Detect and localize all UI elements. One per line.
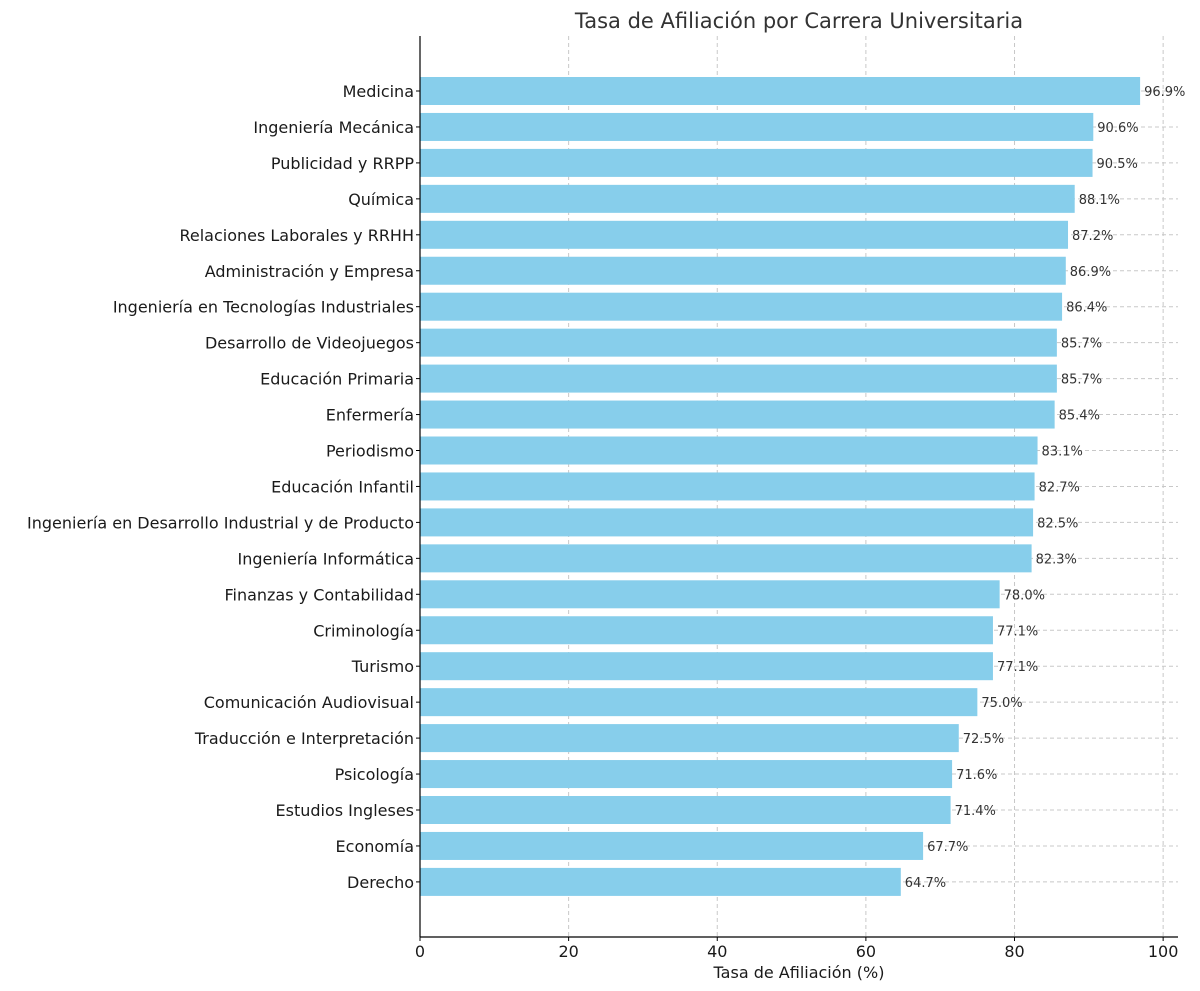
bar-value-label: 64.7%	[905, 876, 946, 891]
category-label: Psicología	[335, 765, 414, 784]
x-tick-label: 100	[1148, 942, 1179, 961]
bar-value-label: 67.7%	[927, 840, 968, 855]
bar-value-label: 85.4%	[1059, 409, 1100, 424]
x-tick-label: 60	[856, 942, 876, 961]
bar	[420, 256, 1066, 285]
bar	[420, 148, 1093, 177]
category-labels: Medicina Ingeniería Mecánica Publicidad y …	[27, 82, 414, 892]
value-labels: 96.9% 90.6% 90.5% 88.1% 87.2% 86.9% 86.4% 85.7%…	[905, 85, 1186, 891]
bar-value-label: 88.1%	[1079, 193, 1120, 208]
category-label: Relaciones Laborales y RRHH	[179, 226, 414, 245]
bar-value-label: 71.6%	[956, 768, 997, 783]
bar-value-label: 85.7%	[1061, 373, 1102, 388]
category-label: Traducción e Interpretación	[194, 729, 414, 748]
x-tick-labels: 0 20 40 60 80 100	[415, 942, 1179, 961]
bar	[420, 436, 1038, 465]
bar	[420, 580, 1000, 609]
x-axis-label: Tasa de Afiliación (%)	[713, 963, 885, 982]
category-label: Publicidad y RRPP	[271, 154, 414, 173]
category-label: Comunicación Audiovisual	[204, 693, 414, 712]
bar-value-label: 77.1%	[997, 624, 1038, 639]
bar	[420, 77, 1141, 105]
bar-value-label: 86.4%	[1066, 301, 1107, 316]
x-tick-label: 0	[415, 942, 425, 961]
bar	[420, 328, 1057, 357]
category-label: Economía	[336, 837, 414, 856]
category-label: Medicina	[343, 82, 414, 101]
category-label: Estudios Ingleses	[276, 801, 415, 820]
bar	[420, 400, 1055, 429]
category-label: Química	[348, 190, 414, 209]
category-label: Administración y Empresa	[205, 262, 414, 281]
bar-value-label: 75.0%	[981, 696, 1022, 711]
bar-value-label: 78.0%	[1004, 588, 1045, 603]
bar-value-label: 90.5%	[1097, 157, 1138, 172]
category-label: Finanzas y Contabilidad	[224, 585, 414, 604]
bar	[420, 292, 1063, 321]
category-label: Ingeniería en Desarrollo Industrial y de…	[27, 513, 414, 532]
bar-value-label: 96.9%	[1144, 85, 1185, 100]
bar	[420, 867, 901, 896]
x-tick-label: 20	[558, 942, 578, 961]
bar	[420, 760, 953, 789]
bar-value-label: 82.7%	[1039, 480, 1080, 495]
bar-value-label: 77.1%	[997, 660, 1038, 675]
bar	[420, 364, 1057, 393]
bar	[420, 616, 993, 645]
bar-value-label: 85.7%	[1061, 337, 1102, 352]
category-label: Ingeniería en Tecnologías Industriales	[113, 298, 414, 317]
category-label: Periodismo	[326, 442, 414, 461]
category-label: Derecho	[347, 873, 414, 892]
bar-value-label: 82.3%	[1036, 552, 1077, 567]
bar-value-label: 90.6%	[1097, 121, 1138, 136]
bar-value-label: 86.9%	[1070, 265, 1111, 280]
bar	[420, 544, 1032, 573]
bar-value-label: 71.4%	[955, 804, 996, 819]
category-label: Educación Infantil	[271, 477, 414, 496]
bar	[420, 184, 1075, 213]
category-label: Educación Primaria	[260, 370, 414, 389]
chart-title: Tasa de Afiliación por Carrera Universit…	[574, 9, 1023, 33]
bar	[420, 472, 1035, 501]
bar	[420, 220, 1069, 249]
category-label: Ingeniería Mecánica	[253, 118, 414, 137]
category-label: Ingeniería Informática	[238, 549, 415, 568]
bar	[420, 724, 959, 753]
bar-value-label: 72.5%	[963, 732, 1004, 747]
axes	[416, 36, 1178, 941]
bar	[420, 831, 924, 860]
bar-value-label: 83.1%	[1042, 445, 1083, 460]
x-tick-label: 40	[707, 942, 727, 961]
bar-value-label: 87.2%	[1072, 229, 1113, 244]
bar-value-label: 82.5%	[1037, 516, 1078, 531]
bar	[420, 796, 951, 824]
bar	[420, 508, 1034, 537]
x-tick-label: 80	[1004, 942, 1024, 961]
bar	[420, 112, 1094, 141]
bar	[420, 688, 978, 717]
category-label: Criminología	[313, 621, 414, 640]
category-label: Turismo	[351, 657, 414, 676]
bars	[420, 77, 1141, 896]
bar	[420, 652, 993, 681]
category-label: Desarrollo de Videojuegos	[205, 334, 414, 353]
category-label: Enfermería	[326, 406, 414, 425]
